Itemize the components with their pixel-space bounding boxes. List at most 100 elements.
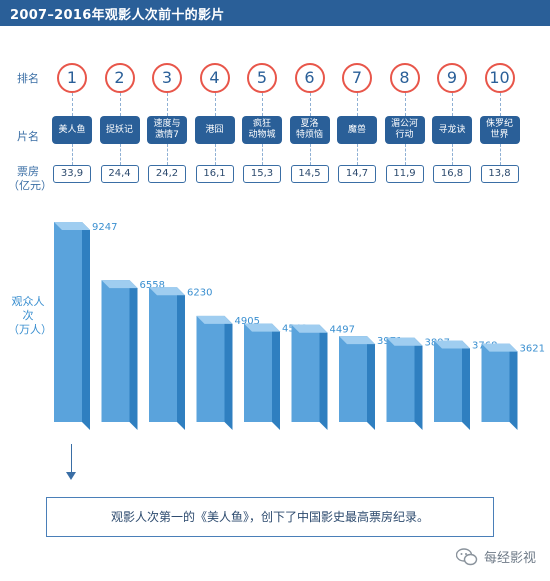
bar-3 [149, 287, 185, 430]
down-arrow-icon [66, 472, 76, 480]
box-connector [167, 144, 168, 165]
bar-2 [101, 280, 138, 430]
film-name-box: 美人鱼 [52, 116, 92, 144]
rank-circle: 3 [152, 63, 182, 93]
film-row-label: 片名 [17, 130, 39, 143]
rank-circle: 7 [342, 63, 372, 93]
rank-circle: 1 [57, 63, 87, 93]
bar-10 [481, 343, 518, 430]
box-office-label-line2: （亿元） [8, 179, 52, 192]
down-arrow-line [71, 444, 72, 474]
bar-side [272, 323, 280, 430]
bar-value-label: 4497 [330, 325, 355, 336]
title-bar: 2007–2016年观影人次前十的影片 [0, 0, 550, 26]
bar-top [149, 287, 185, 296]
audience-label-line2: （万人） [8, 323, 52, 336]
bar-4 [196, 315, 233, 430]
rank-circle: 10 [484, 63, 515, 93]
film-name: 侏罗纪 世界 [485, 119, 513, 140]
bar-value-label: 9247 [92, 222, 117, 233]
rank-connector [309, 93, 311, 116]
footer-brand: 每经影视 [455, 547, 536, 566]
bar-value-label: 6558 [140, 280, 165, 291]
rank-circle: 2 [104, 63, 135, 93]
film-name: 捉妖记 [105, 124, 133, 135]
box-connector [404, 144, 406, 165]
film-name-box: 速度与 激情7 [147, 116, 187, 144]
bar-value-label: 4905 [235, 316, 260, 327]
bar-front [386, 337, 415, 422]
box-office-value: 13,8 [480, 165, 519, 183]
bar-front [196, 315, 225, 422]
film-name: 魔兽 [347, 124, 366, 135]
bar-front [434, 340, 462, 422]
box-office-value: 14,5 [290, 165, 329, 183]
rank-connector [262, 93, 263, 116]
audience-row-label: 观众人次 （万人） [8, 295, 52, 337]
film-name-box: 侏罗纪 世界 [479, 116, 520, 144]
bar-top [434, 340, 470, 349]
rank-connector [357, 93, 358, 116]
box-office-value: 14,7 [338, 165, 376, 183]
rank-connector [499, 93, 501, 116]
box-office-value: 15,3 [243, 165, 281, 183]
bar-top [339, 336, 375, 345]
film-name: 疯狂 动物城 [248, 119, 276, 140]
film-name: 港囧 [205, 124, 224, 135]
rank-connector [404, 93, 406, 116]
film-name: 湄公河 行动 [390, 119, 418, 140]
film-name: 夏洛 特烦恼 [295, 119, 323, 140]
bar-top [196, 315, 233, 324]
bar-6 [291, 324, 328, 430]
box-office-label-line1: 票房 [17, 165, 39, 178]
box-connector [119, 144, 121, 165]
film-name: 美人鱼 [58, 124, 86, 135]
film-name-box: 魔兽 [337, 116, 377, 144]
bar-9 [434, 340, 470, 430]
film-name-box: 寻龙诀 [432, 116, 472, 144]
rank-row-label: 排名 [17, 72, 39, 85]
rank-circle: 4 [199, 63, 230, 93]
caption-box: 观影人次第一的《美人鱼》，创下了中国影史最高票房纪录。 [46, 497, 494, 537]
bar-side [414, 337, 423, 430]
film-name-box: 港囧 [194, 116, 235, 144]
box-connector [262, 144, 263, 165]
box-connector [214, 144, 216, 165]
wechat-icon [455, 547, 478, 565]
bar-side [509, 343, 518, 430]
bar-front [291, 324, 320, 422]
film-name: 寻龙诀 [438, 124, 466, 135]
bar-side [224, 315, 233, 430]
bar-side [319, 324, 328, 430]
rank-connector [452, 93, 453, 116]
bar-front [54, 222, 82, 422]
bar-front [339, 336, 367, 422]
bar-top [291, 324, 328, 333]
bar-top [244, 323, 280, 332]
box-connector [499, 144, 501, 165]
box-office-value: 11,9 [385, 165, 424, 183]
rank-connector [214, 93, 216, 116]
rank-connector [72, 93, 73, 116]
bar-front [481, 343, 510, 422]
rank-circle: 8 [389, 63, 420, 93]
box-connector [72, 144, 73, 165]
page-title: 2007–2016年观影人次前十的影片 [10, 8, 225, 23]
bar-front [149, 287, 177, 422]
rank-circle: 6 [294, 63, 325, 93]
bar-top [386, 337, 423, 346]
box-connector [357, 144, 358, 165]
rank-circle: 5 [247, 63, 277, 93]
bar-1 [54, 222, 90, 430]
bar-value-label: 3621 [520, 344, 545, 355]
bar-side [82, 222, 90, 430]
bar-7 [339, 336, 375, 430]
bar-front [244, 323, 272, 422]
bar-front [101, 280, 130, 422]
box-office-value: 16,8 [433, 165, 471, 183]
bar-side [462, 340, 470, 430]
box-office-value: 24,4 [100, 165, 139, 183]
box-connector [452, 144, 453, 165]
rank-connector [167, 93, 168, 116]
